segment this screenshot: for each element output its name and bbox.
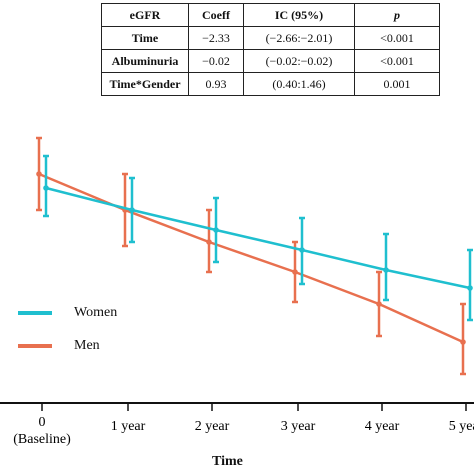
stats-row: Time −2.33 (−2.66:−2.01) <0.001 [101, 26, 440, 50]
series-line-women [45, 186, 471, 290]
stats-cell: Time*Gender [101, 72, 189, 96]
x-axis-title: Time [212, 454, 243, 469]
stats-cell: <0.001 [354, 26, 440, 50]
x-tick-label: 3 year [281, 419, 316, 434]
data-point-men [206, 239, 212, 245]
x-tick-label: 4 year [365, 419, 400, 434]
stats-cell: (0.40:1.46) [243, 72, 355, 96]
stats-header-coeff: Coeff [188, 3, 244, 27]
data-point-women [467, 285, 473, 291]
stats-header-ic: IC (95%) [243, 3, 355, 27]
stats-header-row: eGFR Coeff IC (95%) p [101, 3, 440, 27]
stats-cell: <0.001 [354, 49, 440, 73]
stats-cell: 0.001 [354, 72, 440, 96]
data-point-men [36, 171, 42, 177]
stats-cell: (−0.02:−0.02) [243, 49, 355, 73]
legend-swatch-men [18, 344, 52, 348]
stats-row: Time*Gender 0.93 (0.40:1.46) 0.001 [101, 72, 440, 96]
stats-cell: −0.02 [188, 49, 244, 73]
stats-cell: (−2.66:−2.01) [243, 26, 355, 50]
data-point-women [299, 247, 305, 253]
stats-header-egfr: eGFR [101, 3, 189, 27]
data-point-women [43, 185, 49, 191]
legend-label-women: Women [74, 305, 118, 320]
data-point-women [129, 207, 135, 213]
legend-item-women: Women [18, 305, 117, 321]
x-tick-label: (Baseline) [13, 432, 71, 447]
data-point-men [292, 269, 298, 275]
data-point-men [460, 339, 466, 345]
x-tick-label: 1 year [111, 419, 146, 434]
x-tick-label: 5 year [449, 419, 474, 434]
legend-label-men: Men [74, 338, 100, 353]
stats-table: eGFR Coeff IC (95%) p Time −2.33 (−2.66:… [101, 3, 440, 96]
legend-item-men: Men [18, 338, 100, 354]
legend-swatch-women [18, 311, 52, 315]
x-tick-label: 2 year [195, 419, 230, 434]
stats-cell: Time [101, 26, 189, 50]
stats-cell: 0.93 [188, 72, 244, 96]
x-tick-label: 0 [39, 415, 46, 430]
stats-cell: Albuminuria [101, 49, 189, 73]
data-point-men [376, 301, 382, 307]
stats-row: Albuminuria −0.02 (−0.02:−0.02) <0.001 [101, 49, 440, 73]
stats-cell: −2.33 [188, 26, 244, 50]
stats-header-p: p [354, 3, 440, 27]
data-point-women [383, 267, 389, 273]
data-point-women [213, 227, 219, 233]
